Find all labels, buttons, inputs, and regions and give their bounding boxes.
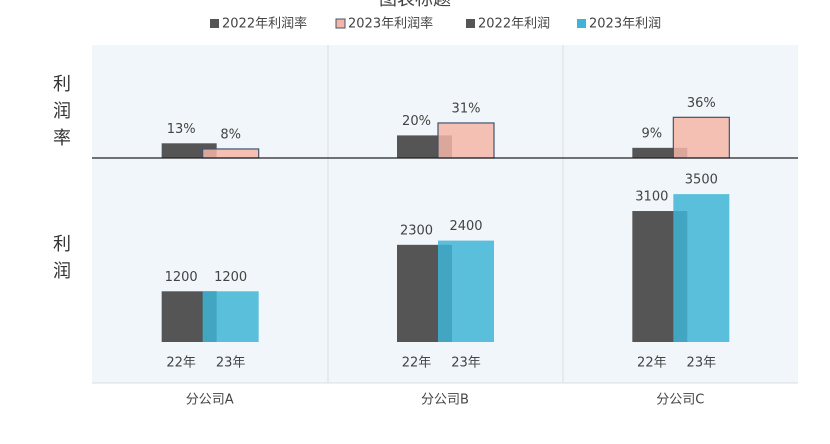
data-label: 8% bbox=[220, 127, 241, 142]
chart-title: 图表标题 bbox=[379, 0, 451, 10]
bar-label: 22年 bbox=[402, 356, 432, 371]
data-label: 20% bbox=[402, 114, 431, 129]
legend-swatch bbox=[577, 19, 586, 28]
data-label: 31% bbox=[452, 101, 481, 116]
bar bbox=[673, 194, 730, 342]
bar bbox=[438, 240, 494, 342]
bar-label: 23年 bbox=[451, 356, 481, 371]
legend-swatch bbox=[335, 18, 346, 29]
data-label: 3100 bbox=[635, 190, 668, 205]
bar bbox=[632, 147, 688, 158]
data-label: 1200 bbox=[165, 270, 198, 285]
legend-swatch bbox=[466, 19, 475, 28]
bar-label: 22年 bbox=[637, 356, 667, 371]
data-label: 13% bbox=[167, 122, 196, 137]
data-label: 2300 bbox=[400, 223, 433, 238]
bar-label: 23年 bbox=[216, 356, 246, 371]
x-tick-label: 分公司B bbox=[421, 393, 469, 408]
legend-swatch bbox=[210, 19, 219, 28]
legend-label: 2022年利润 bbox=[478, 17, 550, 32]
legend-label: 2023年利润率 bbox=[348, 16, 433, 32]
bar bbox=[437, 122, 495, 159]
bar bbox=[202, 291, 259, 342]
data-label: 1200 bbox=[214, 270, 247, 285]
legend-label: 2023年利润 bbox=[589, 17, 661, 32]
legend-label: 2022年利润率 bbox=[222, 16, 307, 32]
x-tick-label: 分公司A bbox=[186, 393, 234, 408]
bar bbox=[672, 116, 730, 159]
y2-axis-label: 利润率 bbox=[53, 74, 71, 149]
data-label: 2400 bbox=[449, 219, 482, 234]
data-label: 3500 bbox=[685, 173, 718, 188]
data-label: 36% bbox=[687, 96, 716, 111]
data-label: 9% bbox=[642, 126, 663, 141]
y-axis-label: 利润 bbox=[53, 234, 71, 282]
x-tick-label: 分公司C bbox=[656, 393, 704, 408]
bar bbox=[202, 148, 260, 159]
bar-label: 23年 bbox=[687, 356, 717, 371]
bar-label: 22年 bbox=[166, 356, 196, 371]
